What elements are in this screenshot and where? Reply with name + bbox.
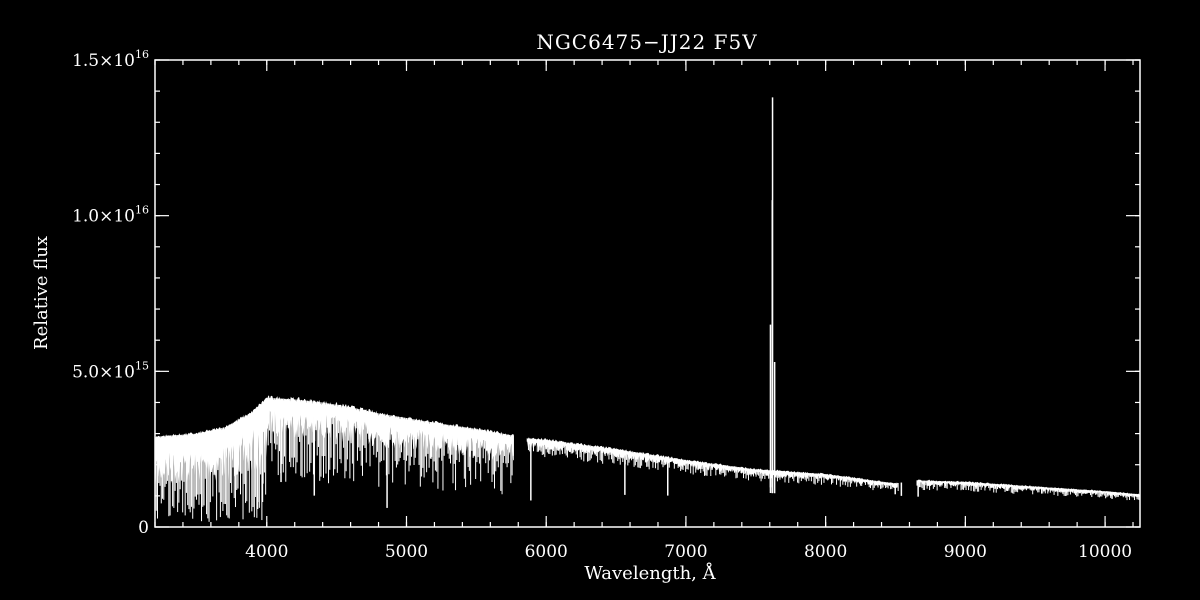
spectrum-series-lines bbox=[155, 97, 1140, 522]
y-tick-label: 5.0×1015 bbox=[72, 359, 149, 382]
chart-title: NGC6475−JJ22 F5V bbox=[536, 30, 757, 54]
x-tick-label: 5000 bbox=[385, 542, 428, 562]
x-axis-label: Wavelength, Å bbox=[584, 562, 716, 584]
y-tick-label: 0 bbox=[138, 518, 149, 538]
x-tick-label: 6000 bbox=[525, 542, 568, 562]
plot-area bbox=[155, 97, 1140, 522]
y-tick-label: 1.5×1016 bbox=[72, 48, 149, 71]
x-tick-label: 10000 bbox=[1078, 542, 1132, 562]
axis-ticks bbox=[154, 59, 1140, 528]
x-tick-label: 4000 bbox=[245, 542, 288, 562]
x-axis-tick-labels: 4000 5000 6000 7000 8000 9000 10000 bbox=[245, 542, 1132, 562]
y-axis-label: Relative flux bbox=[31, 236, 52, 350]
x-tick-label: 8000 bbox=[804, 542, 847, 562]
x-tick-label: 7000 bbox=[664, 542, 707, 562]
y-axis-tick-labels: 0 5.0×1015 1.0×1016 1.5×1016 bbox=[72, 48, 149, 538]
plot-frame bbox=[154, 59, 1141, 528]
y-tick-label: 1.0×1016 bbox=[72, 204, 149, 227]
x-tick-label: 9000 bbox=[944, 542, 987, 562]
